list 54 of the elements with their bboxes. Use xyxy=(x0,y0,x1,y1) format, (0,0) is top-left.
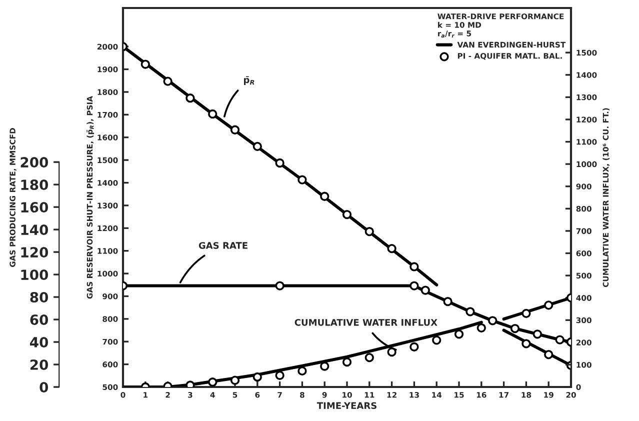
point xyxy=(364,226,374,236)
point xyxy=(252,372,262,382)
y3-tick-label: 180 xyxy=(21,180,48,190)
point xyxy=(208,109,218,119)
point xyxy=(410,262,419,272)
point xyxy=(186,94,195,103)
point xyxy=(230,376,240,385)
annotation: CUMULATIVE WATER INFLUX xyxy=(294,318,438,326)
point xyxy=(320,192,330,201)
point xyxy=(454,330,464,339)
point xyxy=(410,342,419,352)
y3-tick-label: 20 xyxy=(30,359,48,370)
y3-tick-label: 160 xyxy=(21,202,48,213)
y3-tick-label: 40 xyxy=(30,336,48,348)
point xyxy=(275,158,284,168)
annotation: GAS RATE xyxy=(198,242,248,249)
point xyxy=(298,175,307,184)
point xyxy=(420,286,430,295)
point xyxy=(410,281,419,290)
point xyxy=(488,316,498,326)
point xyxy=(555,335,564,344)
point xyxy=(532,330,542,339)
point xyxy=(252,142,262,152)
line-series xyxy=(123,320,483,387)
point xyxy=(163,76,172,86)
y3-tick-label: 120 xyxy=(21,247,48,258)
point xyxy=(364,352,374,362)
point xyxy=(387,347,396,357)
point xyxy=(275,281,284,290)
point xyxy=(208,378,218,387)
point xyxy=(387,244,396,254)
annotation: p̄$_{R}$ xyxy=(244,76,254,85)
point xyxy=(140,60,150,69)
point xyxy=(432,336,442,345)
y3-tick-label: 60 xyxy=(30,314,48,325)
point xyxy=(544,300,554,310)
y3-tick-label: 140 xyxy=(21,224,48,236)
y3-tick-label: 80 xyxy=(30,292,48,303)
point xyxy=(544,350,554,360)
point xyxy=(443,296,452,306)
point xyxy=(522,308,531,318)
y3-tick-label: 100 xyxy=(21,270,48,280)
x-axis-title: TIME-YEARS xyxy=(316,402,376,410)
point xyxy=(342,357,352,367)
point xyxy=(320,362,330,371)
point xyxy=(275,370,284,380)
point xyxy=(510,324,520,334)
point xyxy=(466,307,475,316)
point xyxy=(522,339,531,348)
point xyxy=(342,210,352,220)
point xyxy=(298,366,307,376)
y3-tick-label: 200 xyxy=(20,157,48,168)
point xyxy=(230,125,240,134)
point xyxy=(476,323,486,332)
